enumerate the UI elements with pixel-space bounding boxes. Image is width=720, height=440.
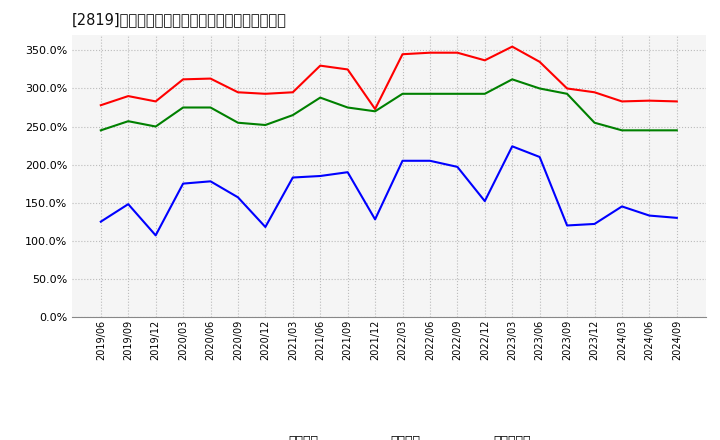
当座比率 xyxy=(261,122,270,128)
現預金比率 xyxy=(618,204,626,209)
流動比率 xyxy=(536,59,544,65)
流動比率 xyxy=(124,93,132,99)
当座比率 xyxy=(672,128,681,133)
Line: 当座比率: 当座比率 xyxy=(101,79,677,130)
現預金比率 xyxy=(590,221,599,227)
Line: 流動比率: 流動比率 xyxy=(101,47,677,109)
流動比率 xyxy=(426,50,434,55)
流動比率 xyxy=(233,90,242,95)
当座比率 xyxy=(398,91,407,96)
流動比率 xyxy=(343,67,352,72)
当座比率 xyxy=(124,118,132,124)
現預金比率 xyxy=(563,223,572,228)
現預金比率 xyxy=(151,233,160,238)
現預金比率 xyxy=(179,181,187,186)
現預金比率 xyxy=(672,215,681,220)
現預金比率 xyxy=(343,169,352,175)
現預金比率 xyxy=(261,224,270,230)
当座比率 xyxy=(536,86,544,91)
当座比率 xyxy=(316,95,325,100)
当座比率 xyxy=(426,91,434,96)
流動比率 xyxy=(261,91,270,96)
流動比率 xyxy=(453,50,462,55)
Legend: 流動比率, 当座比率, 現預金比率: 流動比率, 当座比率, 現預金比率 xyxy=(242,430,536,440)
現預金比率 xyxy=(206,179,215,184)
当座比率 xyxy=(96,128,105,133)
当座比率 xyxy=(453,91,462,96)
流動比率 xyxy=(563,86,572,91)
現預金比率 xyxy=(289,175,297,180)
当座比率 xyxy=(618,128,626,133)
現預金比率 xyxy=(124,202,132,207)
流動比率 xyxy=(179,77,187,82)
当座比率 xyxy=(371,109,379,114)
流動比率 xyxy=(672,99,681,104)
流動比率 xyxy=(508,44,516,49)
流動比率 xyxy=(289,90,297,95)
流動比率 xyxy=(371,106,379,112)
現預金比率 xyxy=(233,194,242,200)
流動比率 xyxy=(151,99,160,104)
現預金比率 xyxy=(96,219,105,224)
現預金比率 xyxy=(316,173,325,179)
流動比率 xyxy=(398,51,407,57)
当座比率 xyxy=(590,120,599,125)
流動比率 xyxy=(316,63,325,68)
流動比率 xyxy=(618,99,626,104)
Text: [2819]　流動比率、当座比率、現預金比率の推移: [2819] 流動比率、当座比率、現預金比率の推移 xyxy=(72,12,287,27)
流動比率 xyxy=(590,90,599,95)
流動比率 xyxy=(480,58,489,63)
当座比率 xyxy=(343,105,352,110)
当座比率 xyxy=(151,124,160,129)
流動比率 xyxy=(96,103,105,108)
当座比率 xyxy=(289,113,297,118)
当座比率 xyxy=(233,120,242,125)
当座比率 xyxy=(480,91,489,96)
当座比率 xyxy=(563,91,572,96)
現預金比率 xyxy=(371,217,379,222)
当座比率 xyxy=(645,128,654,133)
現預金比率 xyxy=(426,158,434,163)
Line: 現預金比率: 現預金比率 xyxy=(101,147,677,235)
現預金比率 xyxy=(536,154,544,160)
当座比率 xyxy=(206,105,215,110)
現預金比率 xyxy=(453,164,462,169)
現預金比率 xyxy=(480,198,489,204)
当座比率 xyxy=(508,77,516,82)
現預金比率 xyxy=(645,213,654,218)
現預金比率 xyxy=(398,158,407,163)
現預金比率 xyxy=(508,144,516,149)
流動比率 xyxy=(645,98,654,103)
当座比率 xyxy=(179,105,187,110)
流動比率 xyxy=(206,76,215,81)
